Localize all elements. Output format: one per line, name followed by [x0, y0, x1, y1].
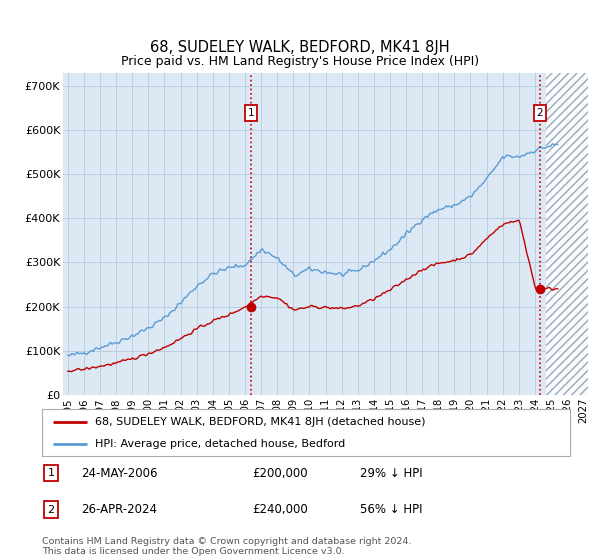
Text: 29% ↓ HPI: 29% ↓ HPI — [360, 466, 422, 480]
Text: 26-APR-2024: 26-APR-2024 — [81, 503, 157, 516]
Text: £200,000: £200,000 — [252, 466, 308, 480]
Text: 68, SUDELEY WALK, BEDFORD, MK41 8JH: 68, SUDELEY WALK, BEDFORD, MK41 8JH — [150, 40, 450, 55]
Text: 68, SUDELEY WALK, BEDFORD, MK41 8JH (detached house): 68, SUDELEY WALK, BEDFORD, MK41 8JH (det… — [95, 417, 425, 427]
Text: HPI: Average price, detached house, Bedford: HPI: Average price, detached house, Bedf… — [95, 439, 345, 449]
Text: £240,000: £240,000 — [252, 503, 308, 516]
Text: 24-MAY-2006: 24-MAY-2006 — [81, 466, 157, 480]
Text: 2: 2 — [47, 505, 55, 515]
Text: 2: 2 — [536, 108, 544, 118]
Text: Price paid vs. HM Land Registry's House Price Index (HPI): Price paid vs. HM Land Registry's House … — [121, 55, 479, 68]
Text: Contains HM Land Registry data © Crown copyright and database right 2024.: Contains HM Land Registry data © Crown c… — [42, 537, 412, 546]
Text: 1: 1 — [47, 468, 55, 478]
Bar — [546, 73, 588, 395]
Text: 56% ↓ HPI: 56% ↓ HPI — [360, 503, 422, 516]
Text: This data is licensed under the Open Government Licence v3.0.: This data is licensed under the Open Gov… — [42, 547, 344, 556]
Text: 1: 1 — [248, 108, 254, 118]
